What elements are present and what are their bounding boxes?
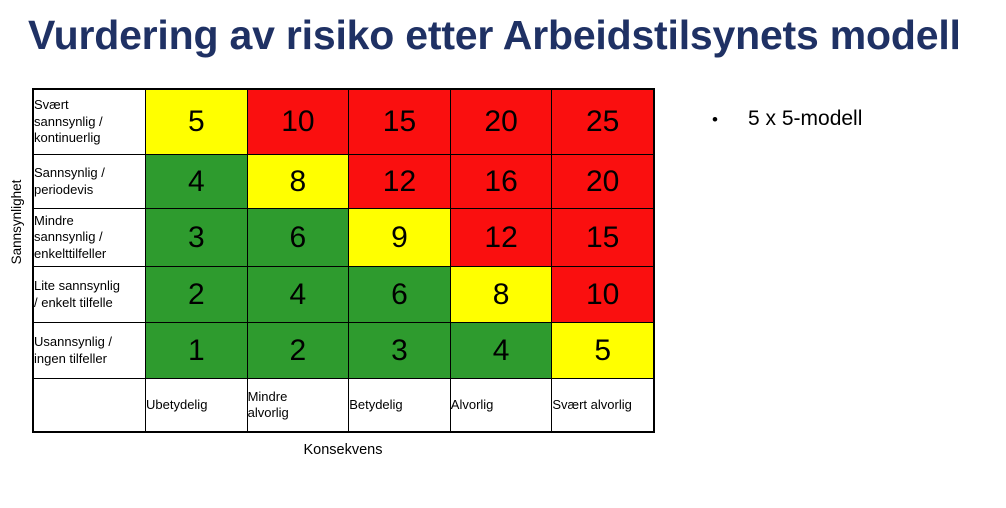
matrix-row: Sannsynlig / periodevis 4 8 12 16 20 [33, 154, 654, 209]
row-label-1: Svært sannsynlig / kontinuerlig [33, 89, 146, 155]
matrix-row: Mindre sannsynlig / enkelttilfeller 3 6 9 12 15 [33, 208, 654, 267]
risk-cell-r2-c3[interactable]: 12 [348, 154, 451, 209]
risk-cell-r5-c1[interactable]: 1 [145, 322, 248, 379]
column-header-4: Alvorlig [449, 378, 553, 432]
risk-matrix-table: Svært sannsynlig / kontinuerlig 5 10 15 20 25 Sa… [32, 88, 655, 433]
row-label-3: Mindre sannsynlig / enkelttilfeller [33, 208, 146, 267]
matrix-corner-cell [33, 378, 146, 432]
risk-cell-r4-c1[interactable]: 2 [145, 266, 248, 323]
risk-cell-r5-c2[interactable]: 2 [246, 322, 350, 379]
risk-cell-r5-c3[interactable]: 3 [348, 322, 451, 379]
y-axis-label: Sannsynlighet [9, 179, 24, 265]
risk-cell-r4-c4[interactable]: 8 [449, 266, 553, 323]
risk-cell-r1-c4[interactable]: 20 [449, 89, 553, 155]
risk-cell-r1-c5[interactable]: 25 [551, 89, 654, 155]
row-label-4: Lite sannsynlig / enkelt tilfelle [33, 266, 146, 323]
x-axis-label: Konsekvens [303, 442, 383, 458]
risk-cell-r5-c4[interactable]: 4 [449, 322, 553, 379]
risk-cell-r1-c3[interactable]: 15 [348, 89, 451, 155]
risk-cell-r3-c1[interactable]: 3 [145, 208, 248, 267]
bullet-item-1: • 5 x 5-modell [706, 104, 986, 135]
bullet-dot-icon: • [712, 110, 718, 129]
bullet-list: • 5 x 5-modell [706, 104, 986, 135]
matrix-row: Svært sannsynlig / kontinuerlig 5 10 15 20 25 [33, 89, 654, 155]
risk-cell-r2-c4[interactable]: 16 [449, 154, 553, 209]
risk-cell-r1-c2[interactable]: 10 [246, 89, 350, 155]
column-header-1: Ubetydelig [145, 378, 248, 432]
matrix-row: Lite sannsynlig / enkelt tilfelle 2 4 6 8 10 [33, 266, 654, 323]
risk-cell-r3-c4[interactable]: 12 [449, 208, 553, 267]
risk-matrix-body: Svært sannsynlig / kontinuerlig 5 10 15 20 25 Sa… [33, 89, 654, 432]
risk-cell-r1-c1[interactable]: 5 [145, 89, 248, 155]
risk-cell-r2-c1[interactable]: 4 [145, 154, 248, 209]
risk-cell-r4-c5[interactable]: 10 [551, 266, 654, 323]
matrix-header-row: Ubetydelig Mindre alvorlig Betydelig Alvorli… [33, 378, 654, 432]
row-label-2: Sannsynlig / periodevis [33, 154, 146, 209]
matrix-row: Usannsynlig / ingen tilfeller 1 2 3 4 5 [33, 322, 654, 379]
bullet-text: 5 x 5-modell [748, 107, 863, 130]
risk-cell-r4-c2[interactable]: 4 [246, 266, 350, 323]
column-header-3: Betydelig [348, 378, 451, 432]
risk-cell-r2-c2[interactable]: 8 [246, 154, 350, 209]
risk-cell-r3-c2[interactable]: 6 [246, 208, 350, 267]
row-label-5: Usannsynlig / ingen tilfeller [33, 322, 146, 379]
risk-cell-r2-c5[interactable]: 20 [551, 154, 654, 209]
risk-cell-r3-c3[interactable]: 9 [348, 208, 451, 267]
column-header-2: Mindre alvorlig [246, 378, 350, 432]
risk-cell-r3-c5[interactable]: 15 [551, 208, 654, 267]
risk-cell-r5-c5[interactable]: 5 [551, 322, 654, 379]
page-title: Vurdering av risiko etter Arbeidstilsyne… [28, 12, 961, 58]
risk-cell-r4-c3[interactable]: 6 [348, 266, 451, 323]
column-header-5: Svært alvorlig [551, 378, 654, 432]
